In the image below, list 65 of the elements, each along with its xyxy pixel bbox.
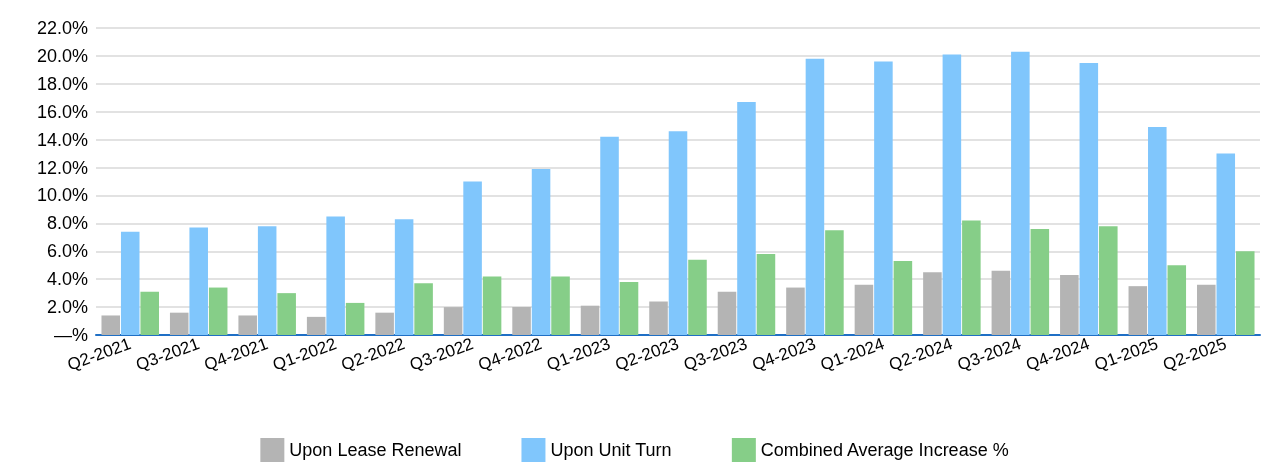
legend-label: Upon Lease Renewal <box>289 440 462 460</box>
bar <box>1167 265 1187 335</box>
bar <box>120 231 140 335</box>
y-tick-label: 22.0% <box>36 18 88 38</box>
bar <box>482 276 502 335</box>
bar <box>854 284 874 335</box>
legend-label: Upon Unit Turn <box>550 440 672 460</box>
bar <box>717 291 737 335</box>
bar <box>1216 153 1236 335</box>
y-tick-label: 8.0% <box>46 213 88 234</box>
bar <box>580 305 600 335</box>
bar <box>169 312 189 335</box>
bar <box>619 281 639 335</box>
bar <box>375 312 394 335</box>
bar <box>874 61 893 335</box>
y-tick-label: 14.0% <box>36 129 88 150</box>
y-tick-label: 20.0% <box>36 45 88 66</box>
bar <box>551 276 570 335</box>
legend-label: Combined Average Increase % <box>760 440 1009 460</box>
y-tick-label: 4.0% <box>46 269 88 290</box>
bar <box>600 136 619 335</box>
bar <box>463 181 482 335</box>
bar <box>756 254 776 335</box>
bar <box>1235 251 1255 335</box>
y-tick-label: 18.0% <box>36 73 88 94</box>
bar <box>208 287 228 335</box>
bar <box>737 101 756 335</box>
y-tick-label: 12.0% <box>36 157 88 178</box>
bar <box>942 54 962 335</box>
bar <box>805 58 825 335</box>
bar <box>257 226 277 335</box>
bar <box>140 291 159 335</box>
bar <box>394 219 414 335</box>
bar <box>825 230 844 335</box>
bar <box>923 272 942 335</box>
bar <box>238 315 257 335</box>
bar <box>649 301 668 335</box>
bar <box>668 131 688 335</box>
bar <box>1030 228 1050 335</box>
bar <box>306 316 326 335</box>
bar <box>277 293 296 335</box>
y-tick-label: 2.0% <box>46 297 88 318</box>
bar <box>512 307 531 335</box>
y-tick-label: 16.0% <box>36 101 88 122</box>
bar <box>443 307 463 335</box>
bar <box>101 315 121 335</box>
bar <box>531 168 551 335</box>
bar <box>1197 284 1216 335</box>
bar <box>991 270 1011 335</box>
bar <box>1079 62 1099 335</box>
bar <box>414 283 433 335</box>
bar <box>1060 275 1079 335</box>
y-tick-label: 6.0% <box>46 241 88 262</box>
bar <box>1011 51 1030 335</box>
bar <box>1148 127 1167 335</box>
bar <box>893 261 913 335</box>
bar <box>326 216 345 335</box>
bar <box>1099 226 1118 335</box>
bar <box>962 220 981 335</box>
bar <box>1128 286 1148 335</box>
bar <box>786 287 805 335</box>
bar <box>189 227 208 335</box>
y-tick-label: 10.0% <box>36 185 88 206</box>
bar <box>688 259 707 335</box>
bar <box>345 302 365 335</box>
